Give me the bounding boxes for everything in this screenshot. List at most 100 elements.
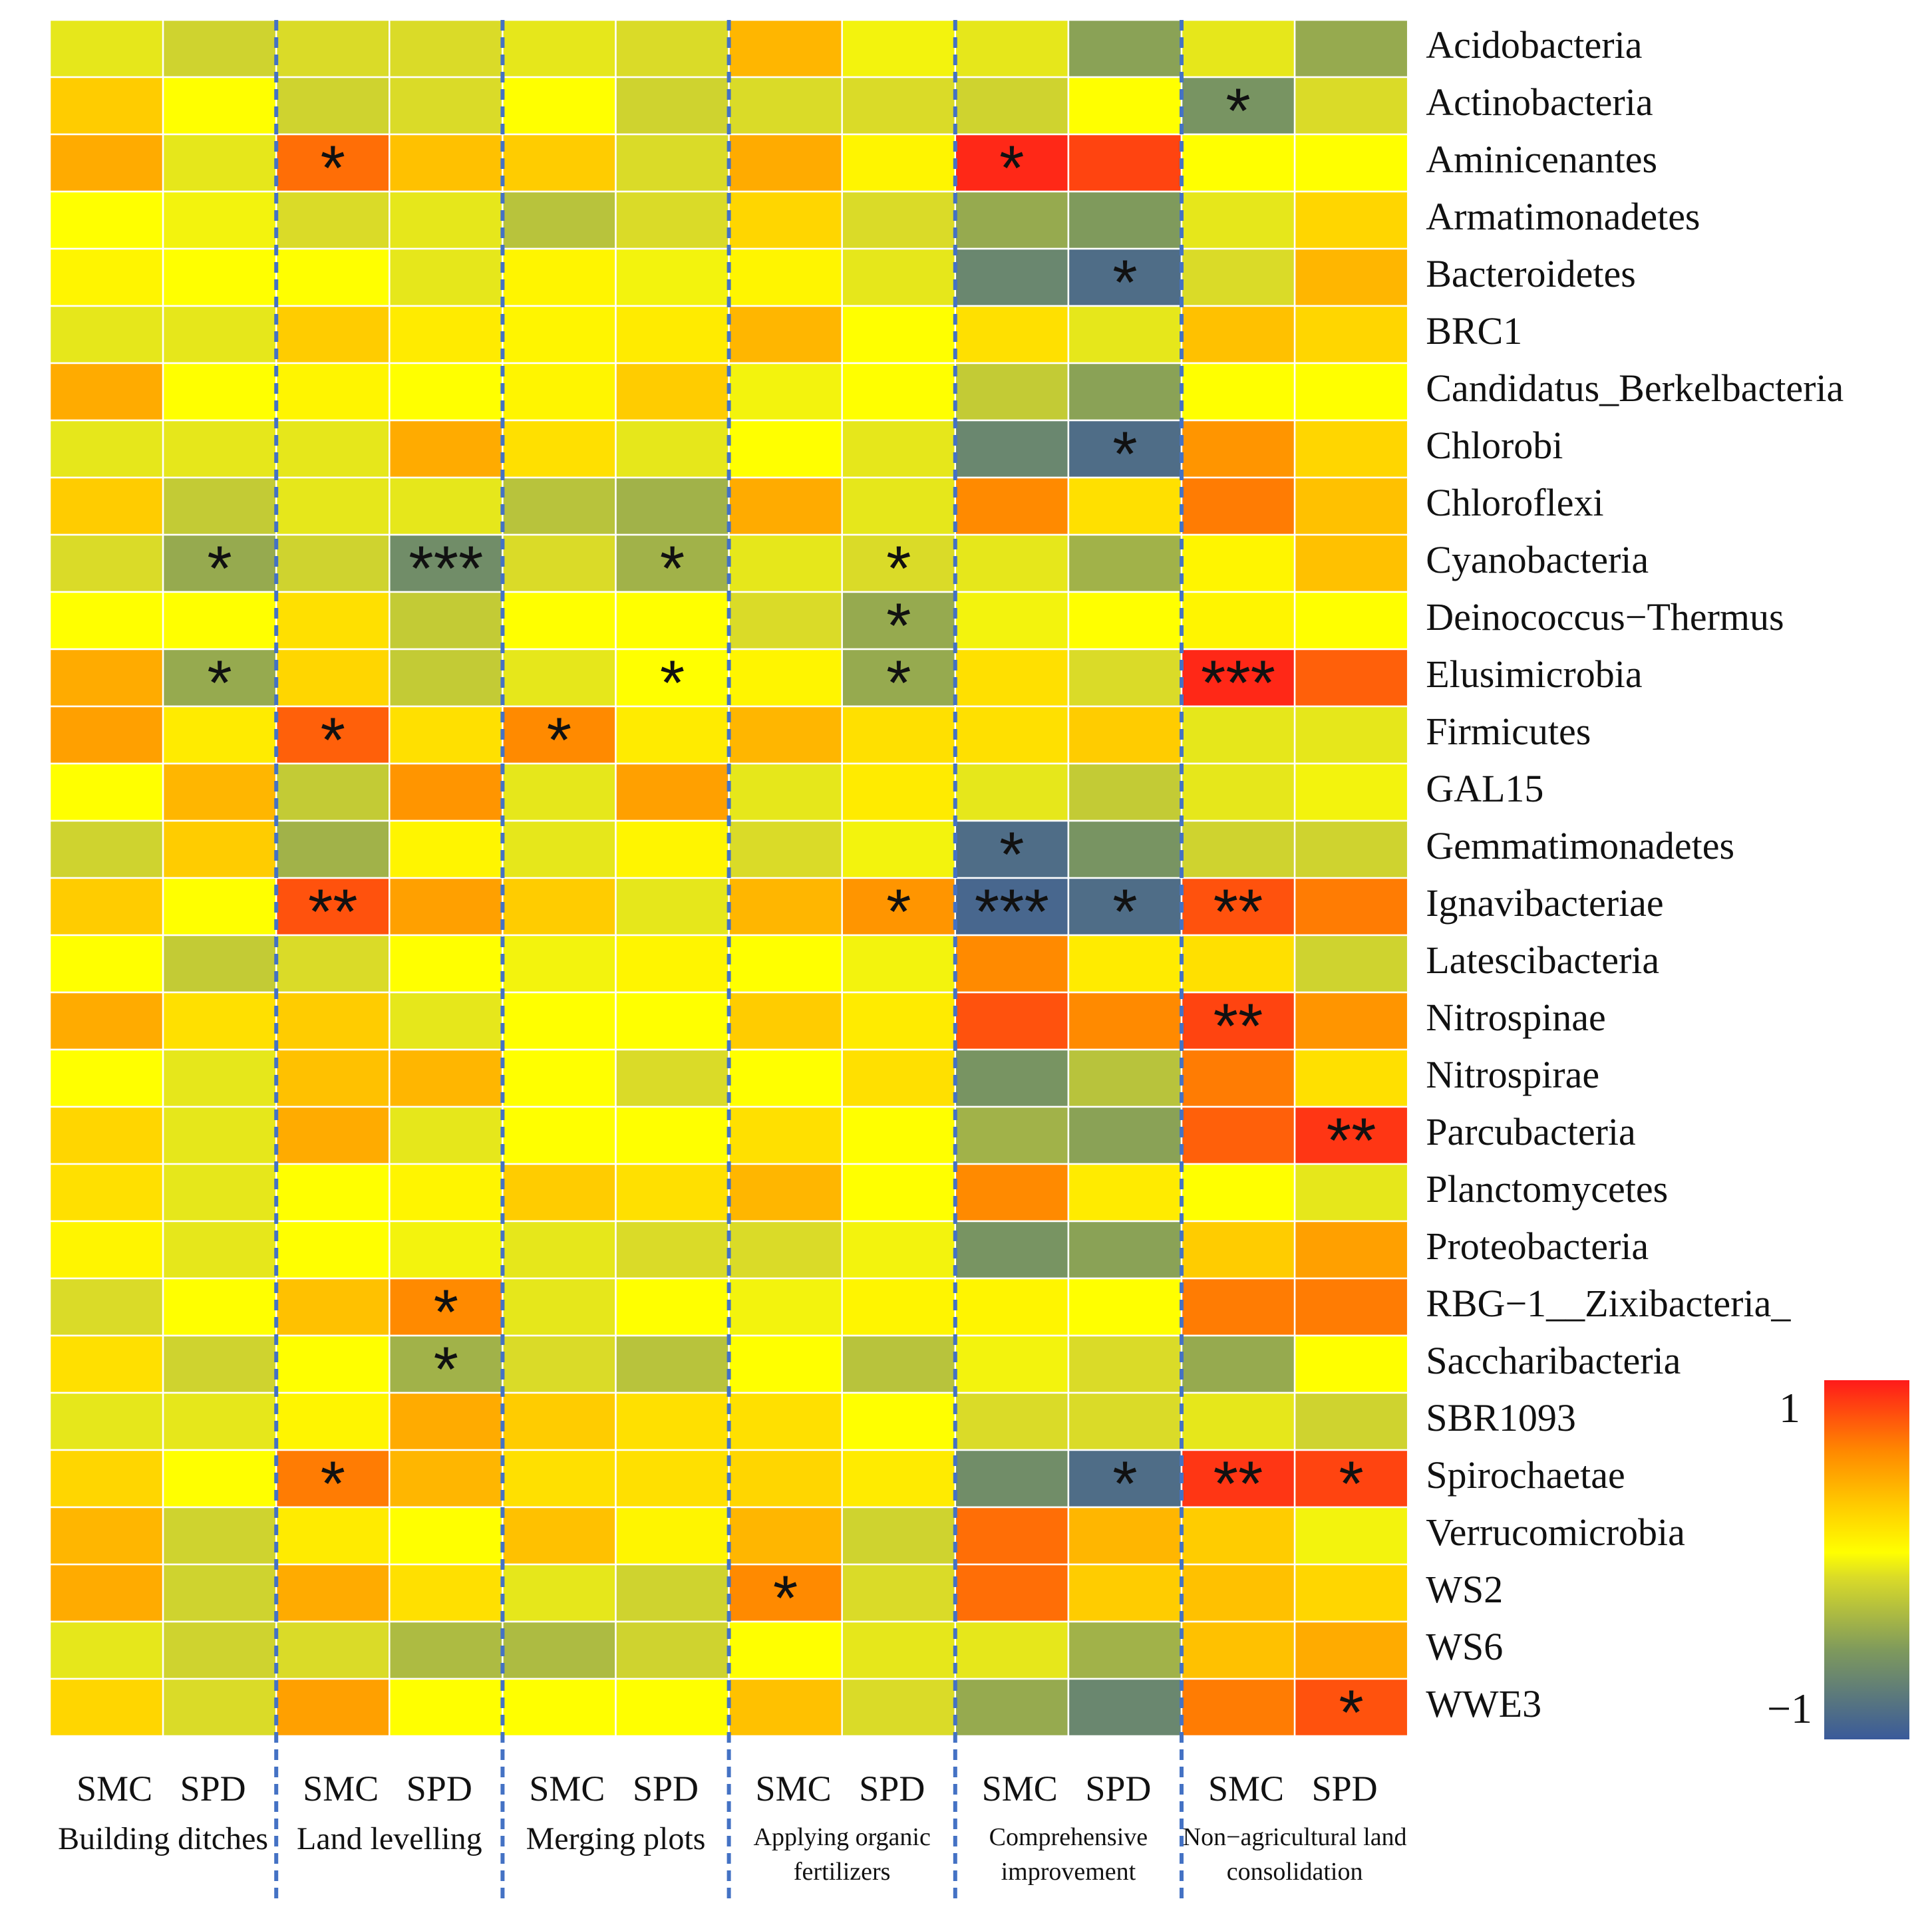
heatmap-cell bbox=[389, 1506, 504, 1566]
heatmap-cell bbox=[1293, 1277, 1409, 1337]
row-label: Ignavibacteriae bbox=[1426, 881, 1663, 925]
significance-marker: ** bbox=[1327, 1105, 1376, 1176]
heatmap-cell bbox=[49, 648, 164, 708]
heatmap-cell bbox=[389, 419, 504, 479]
significance-marker: * bbox=[660, 533, 685, 604]
row-label: Verrucomicrobia bbox=[1426, 1511, 1685, 1554]
group-label: fertilizers bbox=[794, 1858, 891, 1886]
heatmap-cell bbox=[1180, 591, 1296, 651]
significance-marker: * bbox=[321, 704, 345, 776]
heatmap-cell bbox=[1293, 819, 1409, 879]
color-scale-max-label: 1 bbox=[1779, 1384, 1800, 1431]
group-separators bbox=[274, 20, 1184, 1905]
heatmap-cell bbox=[615, 648, 730, 708]
heatmap-cell bbox=[1067, 705, 1183, 765]
heatmap-cell bbox=[841, 1392, 957, 1451]
heatmap-cell bbox=[275, 305, 391, 365]
heatmap-cell bbox=[1067, 1334, 1183, 1394]
heatmap-cell bbox=[841, 419, 957, 479]
heatmap-cell bbox=[275, 362, 391, 422]
heatmap-cell bbox=[1067, 1563, 1183, 1623]
heatmap-cell bbox=[1180, 1048, 1296, 1108]
heatmap-cell bbox=[49, 419, 164, 479]
heatmap-cell bbox=[1293, 362, 1409, 422]
heatmap-cell bbox=[162, 991, 277, 1051]
significance-marker: * bbox=[1112, 247, 1137, 318]
heatmap-cell bbox=[954, 533, 1070, 593]
heatmap-cell bbox=[502, 705, 617, 765]
heatmap-cell bbox=[841, 591, 957, 651]
heatmap-cell bbox=[728, 19, 843, 78]
heatmap-cell bbox=[615, 934, 730, 994]
heatmap-cell bbox=[389, 877, 504, 937]
heatmap-cell bbox=[502, 247, 617, 307]
heatmap-cell bbox=[615, 991, 730, 1051]
column-label: SMC bbox=[982, 1769, 1058, 1809]
significance-marker: * bbox=[999, 132, 1024, 204]
heatmap-cell bbox=[502, 362, 617, 422]
heatmap-cell bbox=[728, 1048, 843, 1108]
heatmap-cell bbox=[275, 1620, 391, 1680]
heatmap-cell bbox=[389, 1620, 504, 1680]
heatmap-cell bbox=[841, 1449, 957, 1509]
heatmap-cell bbox=[1293, 133, 1409, 193]
heatmap-cell bbox=[615, 762, 730, 822]
heatmap-cell bbox=[49, 1620, 164, 1680]
heatmap-cell bbox=[275, 1392, 391, 1451]
row-label: Spirochaetae bbox=[1426, 1453, 1625, 1497]
row-label: Firmicutes bbox=[1426, 710, 1591, 753]
heatmap-cell bbox=[389, 1678, 504, 1737]
significance-marker: * bbox=[773, 1562, 798, 1634]
heatmap-cell bbox=[389, 76, 504, 136]
heatmap-cell bbox=[162, 1105, 277, 1165]
heatmap-cell bbox=[1067, 19, 1183, 78]
heatmap-cell bbox=[728, 476, 843, 536]
heatmap-cell bbox=[954, 1563, 1070, 1623]
heatmap-cell bbox=[615, 1220, 730, 1280]
heatmap-cell bbox=[1180, 877, 1296, 937]
heatmap-cell bbox=[275, 1506, 391, 1566]
row-label: Nitrospinae bbox=[1426, 996, 1606, 1039]
significance-marker: ** bbox=[308, 876, 358, 947]
heatmap-cell bbox=[954, 1048, 1070, 1108]
heatmap-cell bbox=[162, 877, 277, 937]
heatmap-cell bbox=[1180, 476, 1296, 536]
significance-marker: ** bbox=[1213, 876, 1263, 947]
heatmap-cell bbox=[49, 877, 164, 937]
row-label: SBR1093 bbox=[1426, 1396, 1576, 1439]
heatmap-cell bbox=[841, 1334, 957, 1394]
heatmap-cell bbox=[1067, 362, 1183, 422]
color-scale-min-label: −1 bbox=[1767, 1685, 1812, 1732]
significance-marker: * bbox=[1225, 75, 1250, 146]
significance-marker: * bbox=[886, 647, 911, 718]
heatmap-cell bbox=[502, 819, 617, 879]
heatmap-cell bbox=[841, 762, 957, 822]
row-label: Latescibacteria bbox=[1426, 939, 1659, 982]
heatmap-cell bbox=[1293, 76, 1409, 136]
heatmap-cell bbox=[728, 190, 843, 250]
heatmap-cell bbox=[389, 133, 504, 193]
heatmap-cell bbox=[1067, 591, 1183, 651]
significance-marker: * bbox=[886, 533, 911, 604]
significance-marker: * bbox=[434, 1334, 458, 1405]
group-label: improvement bbox=[1001, 1858, 1136, 1886]
heatmap-cell bbox=[841, 76, 957, 136]
heatmap-cell bbox=[389, 190, 504, 250]
heatmap-cell bbox=[162, 247, 277, 307]
heatmap-cell bbox=[841, 1048, 957, 1108]
heatmap-cell bbox=[162, 1563, 277, 1623]
heatmap-cell bbox=[1293, 762, 1409, 822]
heatmap-cell bbox=[389, 362, 504, 422]
heatmap-cell bbox=[1180, 648, 1296, 708]
row-label: GAL15 bbox=[1426, 767, 1543, 810]
row-labels: Acidobacteria Actinobacteria Aminicenantes… bbox=[1426, 23, 1844, 1725]
heatmap-cell bbox=[502, 934, 617, 994]
heatmap-cell bbox=[728, 591, 843, 651]
heatmap-cell bbox=[1067, 1392, 1183, 1451]
heatmap-cell bbox=[728, 76, 843, 136]
heatmap-cell bbox=[275, 1105, 391, 1165]
heatmap-cell bbox=[1180, 819, 1296, 879]
heatmap-cell bbox=[954, 648, 1070, 708]
heatmap-cell bbox=[389, 476, 504, 536]
heatmap-cell bbox=[502, 305, 617, 365]
